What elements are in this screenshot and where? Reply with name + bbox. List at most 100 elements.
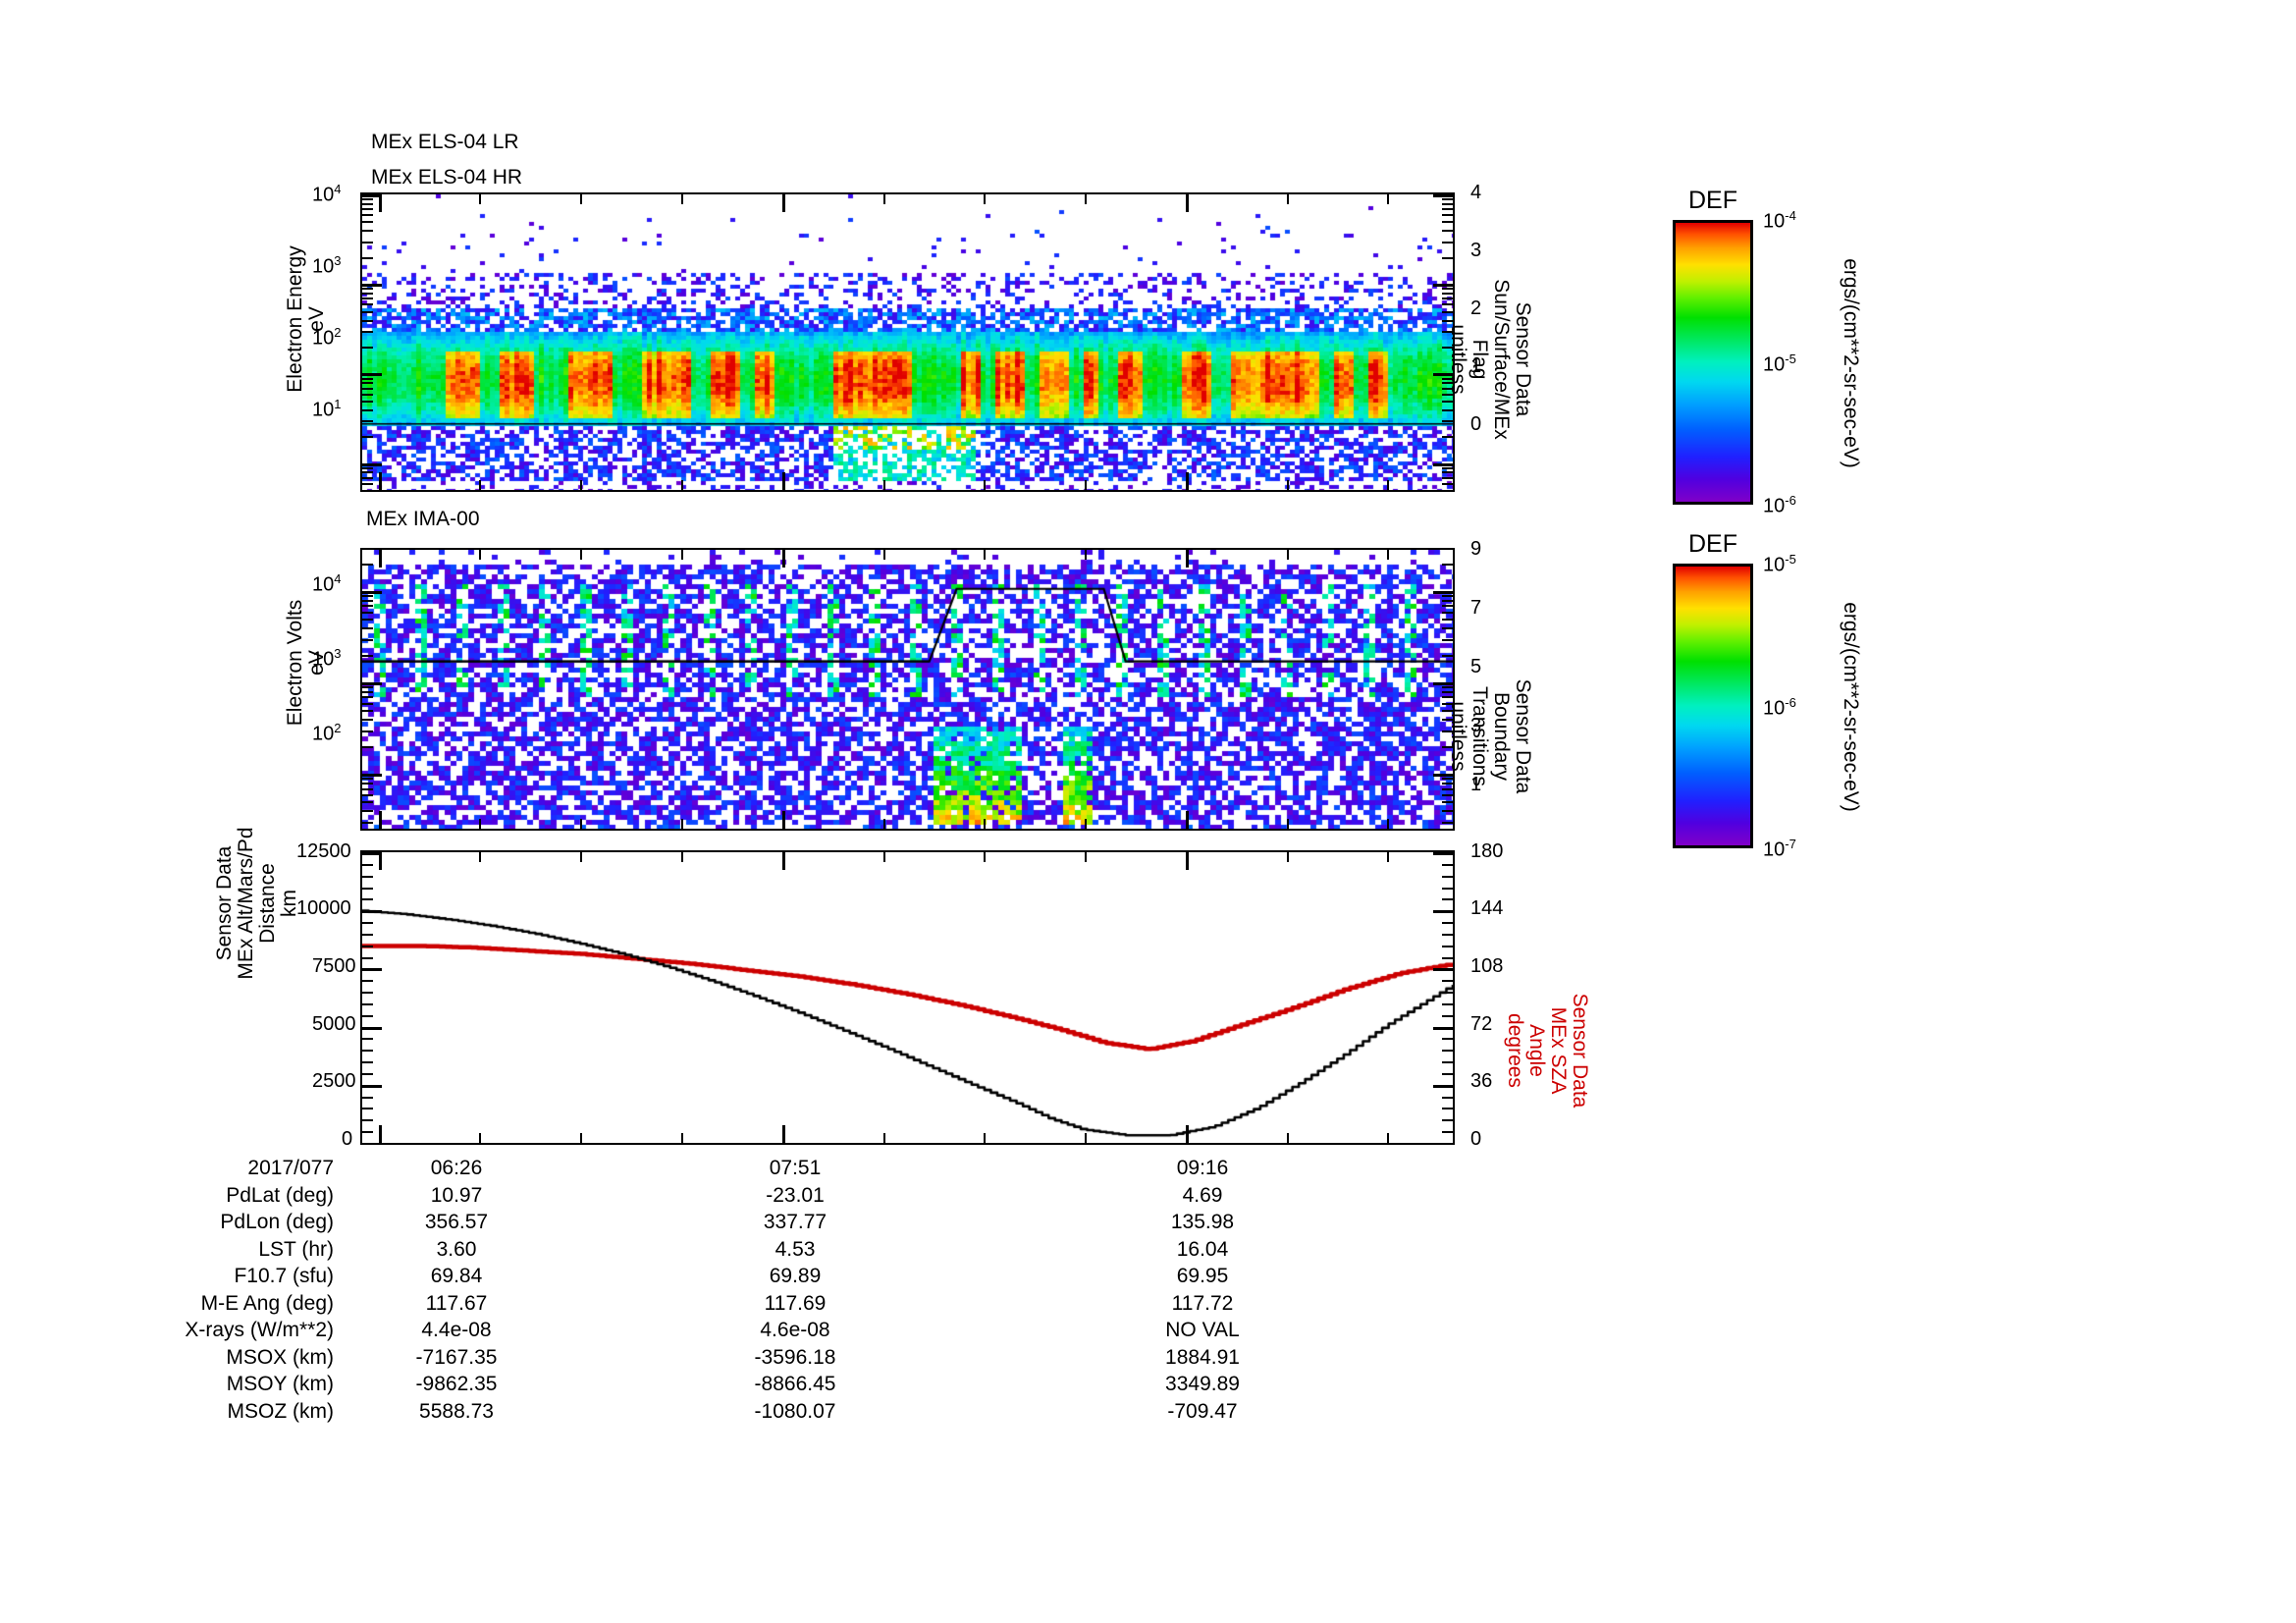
axis-tick (1442, 863, 1453, 866)
orbit-ytick-7500: 7500 (312, 955, 356, 977)
els-ytick-4: 104 (312, 182, 342, 206)
axis-tick (479, 550, 482, 560)
axis-tick (1442, 202, 1453, 205)
ima-spectrogram (362, 550, 1453, 829)
axis-tick (362, 208, 373, 211)
axis-tick (680, 480, 683, 490)
axis-tick (882, 852, 885, 862)
axis-tick (362, 1002, 373, 1005)
orbit-ytick-12500: 12500 (296, 840, 351, 862)
ephemeris-cell: 16.04 (1176, 1237, 1229, 1261)
axis-tick (362, 686, 373, 689)
axis-tick (1442, 298, 1453, 300)
els-spectrogram (362, 194, 1453, 490)
axis-tick (680, 852, 683, 862)
axis-tick (1442, 198, 1453, 201)
axis-tick (362, 992, 373, 995)
axis-tick (362, 778, 373, 781)
axis-tick (362, 202, 373, 205)
axis-tick (1085, 1133, 1088, 1143)
axis-tick (580, 550, 583, 560)
orbit-ytick-5000: 5000 (312, 1013, 356, 1035)
axis-tick (1442, 387, 1453, 390)
axis-tick (362, 382, 373, 385)
els-y2tick-0: 0 (1470, 413, 1482, 435)
axis-tick (1433, 194, 1453, 197)
axis-tick (362, 618, 373, 621)
ephemeris-row-label: M-E Ang (deg) (200, 1291, 334, 1315)
axis-tick (362, 654, 373, 657)
ephemeris-cell: 117.69 (764, 1291, 827, 1315)
axis-tick (984, 480, 987, 490)
axis-tick (362, 611, 373, 614)
els-title-lr: MEx ELS-04 LR (371, 131, 519, 153)
axis-tick (362, 563, 373, 566)
axis-tick (362, 595, 373, 598)
axis-tick (362, 1061, 373, 1064)
axis-tick (362, 373, 382, 377)
axis-tick (362, 702, 373, 705)
axis-tick (984, 819, 987, 829)
ephemeris-cell: 09:16 (1176, 1157, 1229, 1179)
axis-tick (362, 198, 373, 201)
axis-tick (362, 810, 373, 813)
axis-tick (362, 436, 373, 439)
axis-tick (362, 887, 373, 890)
axis-tick (378, 1125, 382, 1143)
axis-tick (1442, 801, 1453, 804)
ephemeris-row-label: PdLon (deg) (220, 1211, 334, 1233)
ephemeris-cell: -1080.07 (754, 1399, 836, 1423)
ima-y2tick-9: 9 (1470, 538, 1482, 560)
axis-tick (479, 194, 482, 204)
axis-tick (362, 875, 373, 878)
axis-tick (1433, 284, 1453, 288)
axis-tick (984, 194, 987, 204)
axis-tick (1433, 774, 1453, 778)
axis-tick (1442, 730, 1453, 732)
axis-tick (362, 288, 373, 291)
axis-tick (362, 801, 373, 804)
axis-tick (1185, 811, 1189, 829)
axis-tick (479, 819, 482, 829)
axis-tick (680, 194, 683, 204)
axis-tick (362, 945, 373, 947)
ima-colorbar (1673, 564, 1753, 848)
orbit-y2tick-36: 36 (1470, 1070, 1493, 1092)
axis-tick (362, 1072, 373, 1075)
axis-tick (362, 1026, 382, 1030)
axis-tick (1433, 682, 1453, 686)
ephemeris-row-label: F10.7 (sfu) (234, 1265, 334, 1287)
axis-tick (1442, 686, 1453, 689)
axis-tick (1433, 373, 1453, 377)
axis-tick (362, 980, 373, 983)
orbit-ytick-10000: 10000 (296, 897, 351, 919)
axis-tick (1442, 702, 1453, 705)
ephemeris-cell: 3349.89 (1165, 1373, 1240, 1395)
axis-tick (1433, 1026, 1453, 1030)
ima-colorbar-min: 10-7 (1763, 837, 1796, 861)
axis-tick (1442, 956, 1453, 959)
axis-tick (1442, 898, 1453, 901)
ima-colorbar-max: 10-5 (1763, 552, 1796, 576)
axis-tick (1442, 821, 1453, 824)
ephemeris-cell: 10.97 (430, 1183, 483, 1207)
axis-tick (1387, 1133, 1390, 1143)
orbit-y2tick-72: 72 (1470, 1013, 1493, 1035)
axis-tick (1442, 393, 1453, 396)
axis-tick (1387, 819, 1390, 829)
axis-tick (1442, 408, 1453, 411)
axis-tick (1185, 1125, 1189, 1143)
els-colorbar-gradient (1676, 223, 1750, 502)
axis-tick (1442, 599, 1453, 602)
axis-tick (362, 783, 373, 785)
axis-tick (580, 852, 583, 862)
axis-tick (1442, 208, 1453, 211)
ephemeris-cell: 06:26 (430, 1157, 483, 1179)
ephemeris-cell: 117.72 (1171, 1291, 1234, 1315)
ephemeris-cell: 135.98 (1170, 1211, 1235, 1233)
axis-tick (781, 811, 785, 829)
orbit-right-axis-label: Sensor Data MEx SZA Angle degrees (1503, 993, 1591, 1109)
axis-tick (984, 1133, 987, 1143)
